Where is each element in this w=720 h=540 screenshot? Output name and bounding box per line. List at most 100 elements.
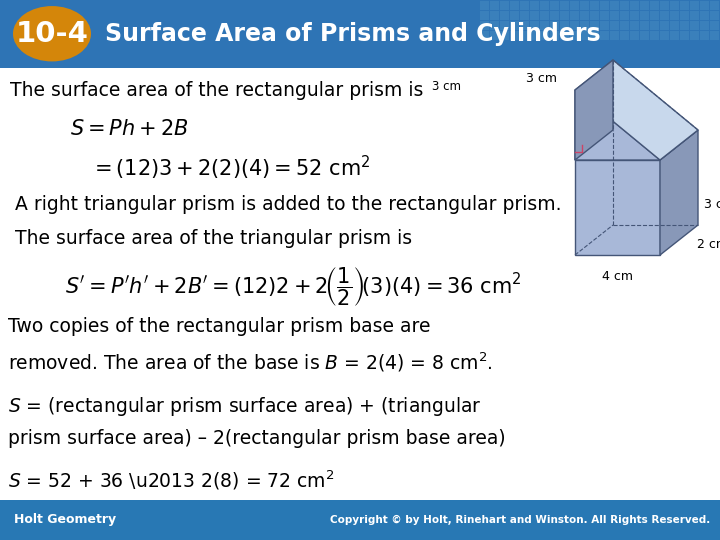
Bar xyxy=(690,11,699,20)
Bar xyxy=(620,31,629,40)
Bar xyxy=(640,1,649,10)
Bar xyxy=(510,31,519,40)
Bar xyxy=(670,1,679,10)
Polygon shape xyxy=(575,60,613,160)
Text: prism surface area) – 2(rectangular prism base area): prism surface area) – 2(rectangular pris… xyxy=(8,429,505,448)
Bar xyxy=(700,31,709,40)
Bar xyxy=(690,21,699,30)
Bar xyxy=(680,31,689,40)
Bar xyxy=(710,31,719,40)
Bar xyxy=(650,1,659,10)
Bar xyxy=(640,21,649,30)
Bar xyxy=(520,21,529,30)
Bar xyxy=(600,1,609,10)
Bar xyxy=(680,1,689,10)
Bar xyxy=(490,1,499,10)
Bar xyxy=(700,11,709,20)
Bar xyxy=(480,11,489,20)
Bar xyxy=(680,21,689,30)
Bar xyxy=(630,31,639,40)
Bar xyxy=(620,21,629,30)
Bar xyxy=(710,21,719,30)
Bar xyxy=(610,1,619,10)
Text: $S' = P'h' + 2B' = (12)2 + 2\!\left(\dfrac{1}{2}\right)\!(3)(4) = 36\ \mathrm{cm: $S' = P'h' + 2B' = (12)2 + 2\!\left(\dfr… xyxy=(65,265,522,308)
Bar xyxy=(500,1,509,10)
Text: 10-4: 10-4 xyxy=(16,20,89,48)
Text: 3 cm: 3 cm xyxy=(432,79,461,92)
Bar xyxy=(700,1,709,10)
Bar xyxy=(570,1,579,10)
Bar xyxy=(550,11,559,20)
Bar xyxy=(630,1,639,10)
Bar xyxy=(590,1,599,10)
Bar xyxy=(490,31,499,40)
Text: Holt Geometry: Holt Geometry xyxy=(14,513,116,526)
Text: $S$ = (rectangular prism surface area) + (triangular: $S$ = (rectangular prism surface area) +… xyxy=(8,395,482,418)
Polygon shape xyxy=(575,160,660,255)
Bar xyxy=(550,31,559,40)
Bar xyxy=(690,1,699,10)
Bar xyxy=(560,11,569,20)
Text: 3 cm: 3 cm xyxy=(704,199,720,212)
Bar xyxy=(510,21,519,30)
Bar xyxy=(580,11,589,20)
Bar xyxy=(0,500,720,540)
Bar xyxy=(650,11,659,20)
Bar xyxy=(540,31,549,40)
Bar xyxy=(550,21,559,30)
Bar xyxy=(660,21,669,30)
Ellipse shape xyxy=(13,6,91,62)
Bar xyxy=(630,21,639,30)
Bar xyxy=(520,11,529,20)
Bar xyxy=(490,11,499,20)
Text: 4 cm: 4 cm xyxy=(601,270,632,283)
Bar xyxy=(540,21,549,30)
Bar xyxy=(560,1,569,10)
Bar xyxy=(670,21,679,30)
Bar xyxy=(560,21,569,30)
Bar xyxy=(510,1,519,10)
Text: A right triangular prism is added to the rectangular prism.: A right triangular prism is added to the… xyxy=(15,195,562,214)
Text: Two copies of the rectangular prism base are: Two copies of the rectangular prism base… xyxy=(8,318,431,336)
Bar xyxy=(640,31,649,40)
Bar xyxy=(610,21,619,30)
Bar xyxy=(580,1,589,10)
Bar xyxy=(560,31,569,40)
Bar xyxy=(590,11,599,20)
Bar xyxy=(520,1,529,10)
Text: $S$ = 52 + 36 \u2013 2(8) = 72 cm$^2$: $S$ = 52 + 36 \u2013 2(8) = 72 cm$^2$ xyxy=(8,468,335,491)
Text: $= (12)3 + 2(2)(4) = 52\ \mathrm{cm}^2$: $= (12)3 + 2(2)(4) = 52\ \mathrm{cm}^2$ xyxy=(90,153,371,181)
Bar xyxy=(570,21,579,30)
Bar xyxy=(530,1,539,10)
Text: The surface area of the triangular prism is: The surface area of the triangular prism… xyxy=(15,229,412,248)
Bar xyxy=(600,31,609,40)
Bar xyxy=(690,31,699,40)
Bar xyxy=(510,11,519,20)
Bar xyxy=(540,11,549,20)
Bar xyxy=(480,31,489,40)
Bar xyxy=(640,11,649,20)
Bar xyxy=(490,21,499,30)
Bar xyxy=(610,11,619,20)
Bar xyxy=(570,31,579,40)
Text: Surface Area of Prisms and Cylinders: Surface Area of Prisms and Cylinders xyxy=(105,22,600,46)
Bar xyxy=(500,31,509,40)
Bar xyxy=(680,11,689,20)
Bar xyxy=(480,1,489,10)
Bar xyxy=(700,21,709,30)
Bar xyxy=(670,31,679,40)
Bar xyxy=(500,21,509,30)
Text: 2 cm: 2 cm xyxy=(697,239,720,252)
Bar xyxy=(710,11,719,20)
Bar xyxy=(550,1,559,10)
Bar xyxy=(500,11,509,20)
Bar xyxy=(0,0,720,68)
Bar xyxy=(590,21,599,30)
Polygon shape xyxy=(575,90,660,160)
Text: Copyright © by Holt, Rinehart and Winston. All Rights Reserved.: Copyright © by Holt, Rinehart and Winsto… xyxy=(330,515,710,525)
Bar xyxy=(530,21,539,30)
Bar xyxy=(580,31,589,40)
Bar xyxy=(620,11,629,20)
Bar xyxy=(540,1,549,10)
Bar xyxy=(660,11,669,20)
